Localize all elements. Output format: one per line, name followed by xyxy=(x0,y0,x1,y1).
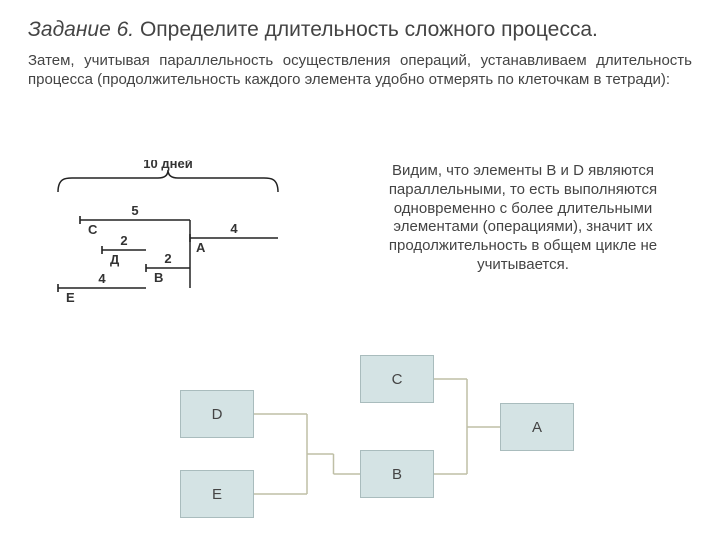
svg-text:2: 2 xyxy=(164,251,171,266)
svg-text:4: 4 xyxy=(230,221,238,236)
node-a: А xyxy=(500,403,574,451)
svg-text:А: А xyxy=(196,240,206,255)
title-rest: Определите длительность сложного процесс… xyxy=(134,18,598,41)
svg-text:С: С xyxy=(88,222,98,237)
node-d: D xyxy=(180,390,254,438)
node-c: С xyxy=(360,355,434,403)
svg-text:2: 2 xyxy=(120,233,127,248)
page-title: Задание 6. Определите длительность сложн… xyxy=(28,18,692,42)
svg-text:В: В xyxy=(154,270,163,285)
node-b: В xyxy=(360,450,434,498)
svg-text:10 дней: 10 дней xyxy=(143,160,192,171)
flow-diagram: D E С В А xyxy=(170,355,600,533)
svg-text:Д: Д xyxy=(110,252,120,267)
svg-text:Е: Е xyxy=(66,290,75,305)
node-e: E xyxy=(180,470,254,518)
side-text: Видим, что элементы В и D являются парал… xyxy=(358,162,688,275)
intro-paragraph: Затем, учитывая параллельность осуществл… xyxy=(28,52,692,90)
gantt-chart: 10 дней5С2Д2В4Е4А xyxy=(28,160,338,315)
svg-text:5: 5 xyxy=(131,203,138,218)
svg-text:4: 4 xyxy=(98,271,106,286)
task-label: Задание 6. xyxy=(28,18,134,41)
